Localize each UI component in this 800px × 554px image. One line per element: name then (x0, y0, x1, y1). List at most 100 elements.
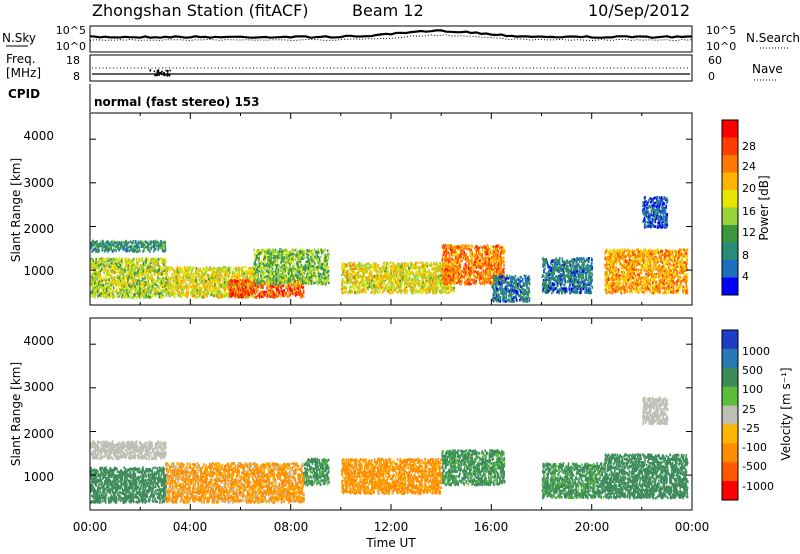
scatter-cell (184, 292, 187, 295)
scatter-cell (112, 271, 115, 274)
scatter-cell (113, 264, 116, 268)
scatter-cell (167, 291, 169, 295)
scatter-cell (128, 259, 131, 262)
scatter-cell (125, 294, 128, 297)
scatter-cell (108, 281, 111, 285)
scatter-cell (171, 277, 174, 280)
scatter-cell (168, 293, 170, 297)
scatter-cell (93, 248, 95, 251)
scatter-cell (190, 285, 192, 289)
scatter-cell (248, 289, 251, 293)
scatter-cell (205, 271, 207, 275)
scatter-cell (158, 286, 160, 289)
scatter-cell (201, 272, 204, 276)
scatter-cell (239, 291, 241, 294)
scatter-cell (136, 262, 138, 266)
scatter-cell (135, 273, 137, 277)
scatter-cell (325, 256, 327, 259)
scatter-cell (129, 240, 132, 243)
scatter-cell (255, 296, 258, 299)
scatter-cell (257, 274, 259, 278)
scatter-cell (324, 276, 327, 280)
scatter-cell (203, 276, 206, 280)
scatter-cell (153, 249, 155, 253)
scatter-cell (122, 267, 124, 271)
scatter-cell (199, 292, 202, 295)
scatter-cell (92, 286, 94, 290)
scatter-cell (110, 288, 113, 291)
scatter-cell (319, 282, 322, 285)
scatter-cell (102, 242, 104, 245)
scatter-cell (112, 278, 115, 281)
scatter-cell (158, 266, 161, 269)
scatter-cell (92, 284, 95, 287)
scatter-cell (125, 277, 128, 281)
scatter-cell (111, 258, 114, 261)
scatter-cell (275, 271, 277, 274)
scatter-cell (300, 270, 303, 274)
scatter-cell (136, 266, 138, 269)
scatter-cell (126, 295, 129, 299)
scatter-cell (255, 273, 258, 276)
scatter-cell (254, 292, 257, 296)
scatter-cell (129, 265, 132, 269)
scatter-cell (222, 265, 225, 269)
scatter-cell (138, 268, 141, 271)
scatter-cell (265, 248, 267, 252)
scatter-cell (223, 273, 226, 276)
scatter-cell (276, 260, 279, 263)
scatter-cell (139, 249, 141, 253)
scatter-cell (137, 242, 140, 245)
scatter-cell (256, 258, 259, 262)
scatter-cell (189, 276, 191, 280)
scatter-cell (297, 292, 299, 296)
scatter-cell (176, 281, 179, 284)
scatter-cell (142, 260, 145, 263)
scatter-cell (285, 259, 287, 262)
scatter-cell (297, 283, 299, 287)
scatter-cell (317, 259, 319, 262)
scatter-cell (205, 290, 207, 294)
scatter-cell (192, 283, 194, 287)
scatter-cell (200, 287, 203, 291)
scatter-cell (261, 295, 263, 299)
scatter-cell (132, 282, 135, 285)
scatter-cell (174, 285, 176, 288)
scatter-cell (303, 277, 306, 280)
scatter-cell (317, 248, 319, 252)
scatter-cell (142, 277, 144, 280)
scatter-cell (310, 280, 313, 283)
scatter-cell (139, 259, 141, 262)
scatter-cell (153, 241, 155, 245)
scatter-cell (182, 271, 185, 275)
scatter-cell (159, 243, 161, 247)
scatter-cell (120, 277, 123, 281)
scatter-cell (154, 240, 156, 244)
scatter-cell (279, 282, 281, 286)
scatter-cell (187, 276, 189, 279)
scatter-cell (203, 283, 206, 287)
scatter-cell (253, 275, 256, 279)
scatter-cell (228, 266, 230, 270)
scatter-cell (169, 279, 171, 282)
scatter-cell (100, 258, 102, 262)
scatter-cell (163, 261, 165, 264)
scatter-cell (130, 269, 132, 272)
scatter-cell (156, 244, 158, 248)
scatter-cell (296, 261, 298, 264)
scatter-cell (134, 278, 136, 282)
scatter-cell (269, 277, 271, 280)
scatter-cell (190, 291, 192, 295)
scatter-cell (208, 266, 211, 269)
scatter-cell (160, 283, 163, 287)
scatter-cell (108, 278, 110, 282)
scatter-cell (94, 289, 97, 292)
scatter-cell (234, 280, 237, 283)
scatter-cell (150, 269, 152, 272)
scatter-cell (272, 295, 274, 299)
scatter-cell (238, 276, 241, 279)
scatter-cell (94, 272, 97, 276)
scatter-cell (125, 282, 128, 285)
scatter-cell (100, 262, 102, 266)
scatter-cell (153, 292, 155, 296)
